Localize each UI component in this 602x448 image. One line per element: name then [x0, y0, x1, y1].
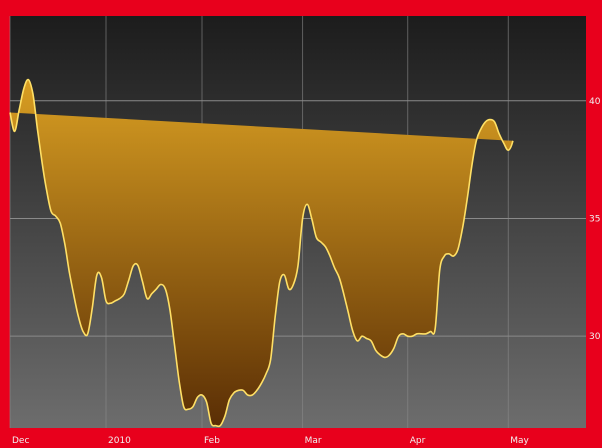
series-line — [9, 78, 514, 428]
x-tick-label-may: May — [510, 436, 529, 446]
y-tick-label-30: 30 — [589, 332, 601, 342]
x-tick-label-dec: Dec — [12, 436, 29, 446]
y-tick-label-35: 35 — [589, 214, 600, 224]
y-tick-label-40: 40 — [589, 97, 601, 107]
x-tick-label-feb: Feb — [204, 436, 220, 446]
x-axis: Dec 2010 Feb Mar Apr May — [12, 436, 530, 446]
series-area — [10, 79, 513, 427]
y-axis: 40 35 30 — [589, 97, 601, 342]
x-tick-label-2010: 2010 — [108, 436, 131, 446]
x-tick-label-apr: Apr — [410, 436, 426, 446]
x-tick-label-mar: Mar — [305, 436, 322, 446]
